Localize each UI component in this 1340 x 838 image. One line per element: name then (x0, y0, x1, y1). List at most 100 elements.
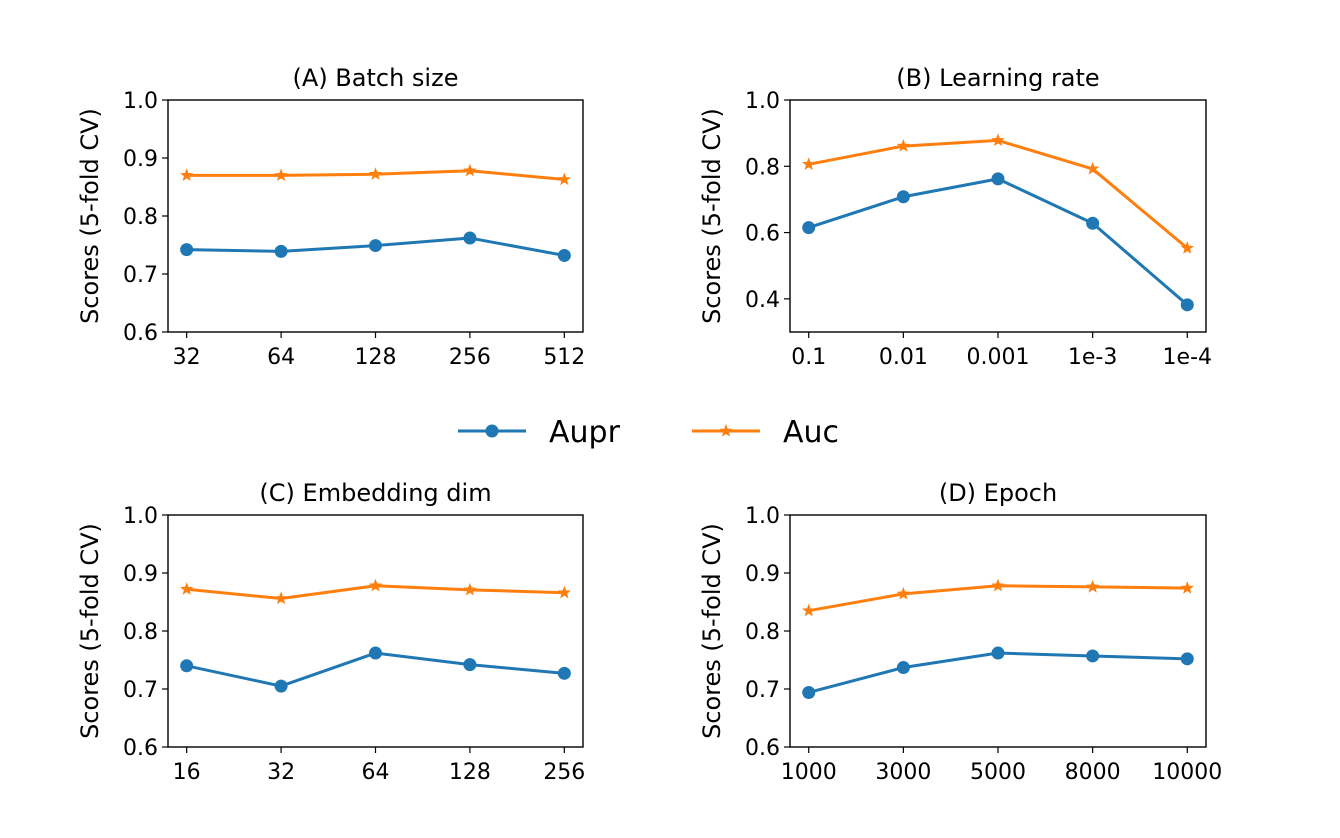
x-tick-label: 64 (362, 760, 390, 785)
panel-title: (B) Learning rate (896, 64, 1099, 92)
legend-label-aupr: Aupr (549, 415, 621, 450)
data-point-aupr (802, 221, 816, 235)
data-point-auc (1085, 161, 1100, 175)
data-point-auc (1180, 241, 1194, 254)
x-tick-label: 1000 (781, 760, 837, 785)
y-tick-label: 1.0 (745, 89, 780, 114)
data-point-aupr (274, 679, 288, 693)
data-point-aupr (1086, 649, 1100, 663)
x-tick-label: 3000 (875, 760, 931, 785)
x-tick-label: 32 (267, 760, 295, 785)
y-tick-label: 0.6 (123, 321, 158, 346)
data-point-aupr (180, 243, 194, 257)
data-point-auc (368, 167, 383, 180)
x-tick-label: 256 (449, 345, 491, 370)
data-point-auc (463, 582, 477, 596)
data-point-aupr (557, 248, 571, 262)
data-point-aupr (369, 239, 382, 253)
y-tick-label: 0.6 (123, 736, 158, 761)
data-point-auc (991, 133, 1005, 147)
y-tick-label: 0.4 (745, 288, 780, 313)
x-tick-label: 8000 (1065, 760, 1121, 785)
legend-marker-auc (719, 424, 733, 437)
y-tick-label: 0.7 (123, 678, 158, 703)
x-tick-label: 128 (449, 760, 491, 785)
x-tick-label: 64 (267, 345, 295, 370)
data-point-auc (1180, 581, 1194, 594)
chart-panel-4: (D) Epoch Scores (5-fold CV) 0.6 0.7 0.8 0.9 1… (698, 479, 1222, 785)
plot-frame (167, 514, 584, 748)
series-aupr (180, 646, 571, 693)
series-auc (180, 578, 571, 605)
y-tick-label: 1.0 (123, 504, 158, 529)
data-point-auc (802, 603, 816, 617)
data-point-auc (274, 168, 288, 182)
x-tick-label: 0.01 (879, 345, 928, 370)
data-point-aupr (1180, 298, 1194, 312)
data-point-aupr (1180, 652, 1194, 666)
x-tick-label: 128 (355, 345, 397, 370)
data-point-aupr (463, 231, 477, 245)
x-tick-label: 1e-3 (1068, 345, 1117, 370)
series-auc (802, 578, 1194, 617)
data-point-auc (557, 172, 571, 186)
x-tick-label: 10000 (1152, 760, 1222, 785)
plot-frame (789, 99, 1207, 333)
chart-panels: (A) Batch size Scores (5-fold CV) 0.6 0.7 0.… (76, 64, 1222, 785)
plot-frame (789, 514, 1207, 748)
data-point-aupr (274, 244, 288, 258)
y-tick-label: 0.8 (745, 155, 780, 180)
series-auc (180, 163, 571, 186)
data-point-aupr (369, 646, 382, 660)
chart-panel-3: (C) Embedding dim Scores (5-fold CV) 0.6 0.… (76, 479, 585, 785)
data-point-aupr (180, 659, 194, 673)
data-point-auc (896, 586, 911, 600)
y-axis-label: Scores (5-fold CV) (76, 523, 104, 739)
data-point-auc (991, 578, 1005, 592)
data-point-aupr (896, 190, 910, 204)
legend: Aupr Auc (458, 415, 839, 450)
legend-label-auc: Auc (783, 415, 839, 450)
series-line-auc (808, 584, 1188, 613)
y-tick-label: 0.9 (745, 562, 780, 587)
x-tick-label: 256 (543, 760, 585, 785)
series-line-auc (808, 138, 1189, 250)
x-tick-label: 0.001 (967, 345, 1030, 370)
y-tick-label: 0.8 (123, 205, 158, 230)
data-point-auc (463, 163, 477, 177)
series-line-aupr (808, 177, 1189, 306)
data-point-auc (274, 591, 288, 605)
y-tick-label: 1.0 (745, 504, 780, 529)
data-point-auc (896, 139, 911, 152)
data-point-auc (180, 168, 194, 182)
y-tick-label: 0.9 (123, 147, 158, 172)
legend-entry-aupr: Aupr (458, 415, 621, 450)
data-point-aupr (1086, 216, 1100, 230)
series-aupr (802, 172, 1194, 312)
legend-marker-aupr (485, 424, 499, 438)
panel-title: (C) Embedding dim (259, 479, 491, 507)
y-tick-label: 0.6 (745, 736, 780, 761)
y-axis-label: Scores (5-fold CV) (698, 108, 726, 324)
data-point-aupr (463, 658, 477, 672)
data-point-aupr (557, 666, 571, 680)
y-axis-label: Scores (5-fold CV) (76, 108, 104, 324)
data-point-aupr (991, 646, 1005, 660)
plot-frame (167, 99, 584, 333)
y-tick-label: 0.8 (745, 620, 780, 645)
series-auc (802, 133, 1194, 254)
data-point-aupr (991, 172, 1005, 186)
series-aupr (802, 646, 1194, 699)
x-tick-label: 512 (543, 345, 585, 370)
legend-entry-auc: Auc (692, 415, 839, 450)
y-tick-label: 0.9 (123, 562, 158, 587)
data-point-auc (1085, 579, 1100, 593)
x-tick-label: 5000 (970, 760, 1026, 785)
data-point-aupr (896, 661, 910, 675)
panel-title: (D) Epoch (939, 479, 1057, 507)
data-point-auc (557, 585, 571, 599)
data-point-auc (368, 578, 383, 592)
panel-title: (A) Batch size (293, 64, 459, 92)
data-point-auc (180, 582, 194, 595)
